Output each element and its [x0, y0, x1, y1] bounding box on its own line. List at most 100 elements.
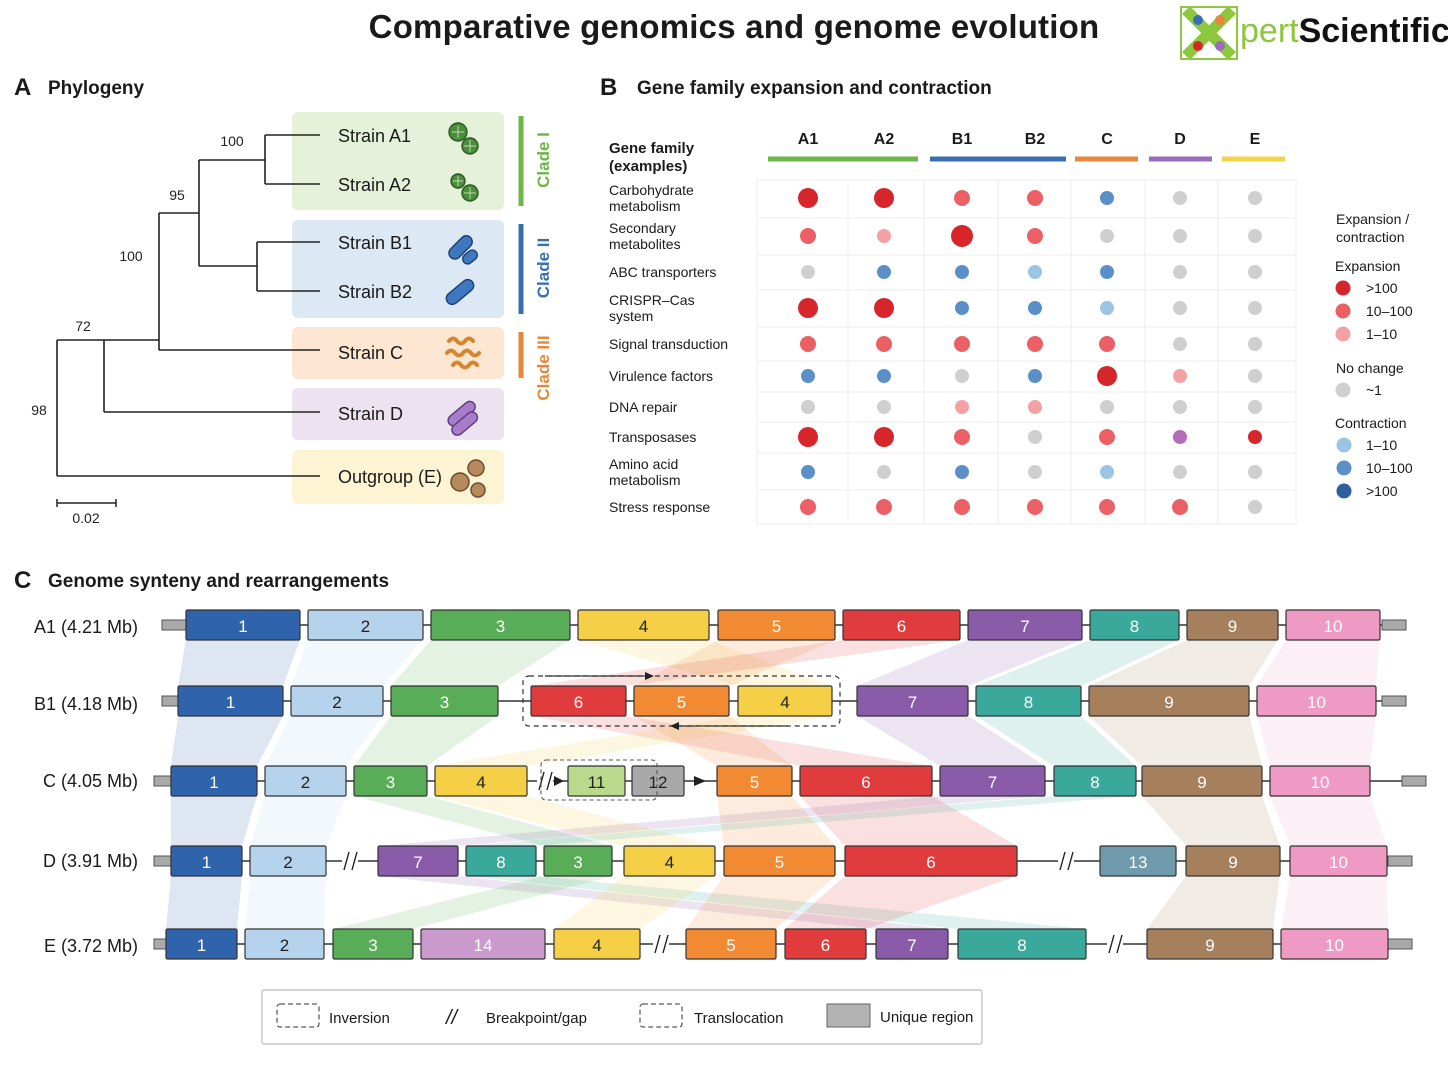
synteny-ribbon-3 — [354, 716, 498, 766]
synteny-block-label: 5 — [775, 853, 784, 872]
synteny-ribbon-9 — [1147, 876, 1280, 929]
legend-no-change-dot — [1335, 382, 1351, 398]
synteny-block-label: 4 — [780, 693, 789, 712]
synteny-block-label: 7 — [988, 773, 997, 792]
breakpoint-gap-mask — [1058, 851, 1074, 871]
synteny-block-9 — [1088, 685, 1250, 717]
matrix-dot — [801, 369, 815, 383]
column-header-a1: A1 — [798, 131, 819, 148]
strain-label-a2: Strain A2 — [338, 175, 411, 195]
synteny-block-1 — [185, 609, 301, 641]
synteny-block-label: 6 — [861, 773, 870, 792]
matrix-dot — [954, 336, 970, 352]
matrix-header: Gene family (examples) — [609, 140, 695, 175]
strain-label-a1: Strain A1 — [338, 126, 411, 146]
genome-track: E (3.72 Mb) 1 2 3 14 4 5 6 7 8 9 10 — [44, 928, 1413, 960]
synteny-ribbon-1 — [166, 876, 242, 929]
legend-contraction-dot — [1336, 460, 1352, 476]
row-header-line1: Gene family — [609, 140, 695, 157]
synteny-block-7 — [875, 928, 949, 960]
bootstrap-root: 98 — [31, 402, 47, 418]
breakpoint-gap-glyph — [1059, 851, 1074, 871]
synteny-ribbon-1 — [178, 640, 300, 686]
synteny-block-label: 13 — [1129, 853, 1148, 872]
column-header-b1: B1 — [952, 131, 973, 148]
synteny-block-label: 14 — [474, 936, 493, 955]
synteny-block-label: 9 — [1228, 617, 1237, 636]
matrix-dot — [1100, 229, 1114, 243]
synteny-block-1 — [170, 765, 258, 797]
synteny-block-2 — [264, 765, 347, 797]
matrix-dot — [1028, 301, 1042, 315]
inversion-arrowhead-bottom — [670, 722, 679, 730]
matrix-dot — [801, 400, 815, 414]
synteny-block-10 — [1269, 765, 1371, 797]
matrix-dot — [1099, 499, 1115, 515]
synteny-block-label: 5 — [772, 617, 781, 636]
row-header-line2: (examples) — [609, 158, 687, 175]
matrix-dot — [800, 499, 816, 515]
breakpoint-gap-glyph — [1108, 934, 1123, 954]
synteny-block-label: 2 — [280, 936, 289, 955]
strain-label-c: Strain C — [338, 343, 403, 363]
matrix-dot — [1097, 366, 1117, 386]
synteny-ribbon-9 — [1089, 640, 1278, 686]
matrix-dot — [1248, 369, 1262, 383]
synteny-block-label: 2 — [332, 693, 341, 712]
legend-contraction-dot — [1336, 437, 1352, 453]
synteny-block-label: 9 — [1205, 936, 1214, 955]
synteny-block-2 — [249, 845, 327, 877]
synteny-block-6 — [530, 685, 627, 717]
matrix-dot — [1248, 265, 1262, 279]
genome-track: A1 (4.21 Mb) 1 2 3 4 5 6 7 8 9 10 — [34, 609, 1407, 641]
breakpoint-gap-glyph — [654, 934, 669, 954]
synteny-block-label: 7 — [907, 936, 916, 955]
matrix-dot — [801, 465, 815, 479]
matrix-dot — [1248, 191, 1262, 205]
matrix-dot — [955, 265, 969, 279]
matrix-grid — [756, 179, 1297, 525]
tree-branches — [56, 134, 320, 477]
genome-label: A1 (4.21 Mb) — [34, 617, 138, 637]
matrix-dot — [1027, 190, 1043, 206]
synteny-block-label: 6 — [926, 853, 935, 872]
synteny-block-label: 10 — [1329, 853, 1348, 872]
synteny-block-label: 5 — [677, 693, 686, 712]
matrix-dot — [874, 298, 894, 318]
synteny-block-5 — [685, 928, 777, 960]
telomere-cap-right — [1381, 695, 1407, 707]
column-header-e: E — [1250, 131, 1261, 148]
logo-text-mid: pert — [1240, 12, 1299, 50]
synteny-ribbon-4 — [435, 796, 715, 846]
phylogeny-panel: 100 95 100 72 98 Strain A1 Strain A2 Str… — [31, 112, 553, 526]
synteny-block-label: 10 — [1307, 693, 1326, 712]
matrix-legend: Expansion / contraction Expansion >100 10–10… — [1335, 211, 1413, 499]
synteny-block-6 — [784, 928, 867, 960]
legend-title-line1: Expansion / — [1336, 211, 1409, 227]
legend-unique-label: Unique region — [880, 1009, 973, 1026]
synteny-block-8 — [957, 928, 1087, 960]
matrix-dot — [801, 265, 815, 279]
synteny-block-1 — [170, 845, 243, 877]
synteny-block-label: 5 — [750, 773, 759, 792]
telomere-cap-left — [161, 619, 187, 631]
matrix-dot — [1028, 400, 1042, 414]
synteny-block-1 — [165, 928, 238, 960]
matrix-column-headers: A1 A2 B1 B2 C D E — [768, 131, 1285, 162]
strain-label-outgroup: Outgroup (E) — [338, 467, 442, 487]
synteny-ribbon-3 — [333, 876, 612, 929]
matrix-dot — [1173, 229, 1187, 243]
synteny-block-label: 1 — [197, 936, 206, 955]
synteny-block-9 — [1185, 845, 1281, 877]
translocation-arrowhead-right — [694, 776, 706, 786]
row-label-line1: Secondary — [609, 220, 676, 236]
genome-label: D (3.91 Mb) — [43, 851, 138, 871]
matrix-dot — [1099, 336, 1115, 352]
synteny-block-label: 2 — [361, 617, 370, 636]
genome-label: B1 (4.18 Mb) — [34, 694, 138, 714]
legend-expansion-dot — [1335, 280, 1351, 296]
synteny-ribbon-10 — [1257, 716, 1376, 766]
matrix-dot — [800, 228, 816, 244]
brand-logo: pertScientific® — [1180, 6, 1448, 60]
